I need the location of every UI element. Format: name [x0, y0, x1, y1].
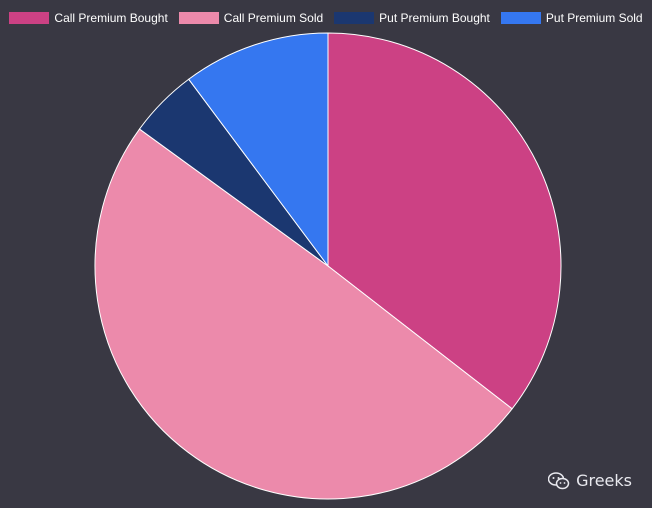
pie-slice-4[interactable]	[187, 32, 329, 268]
legend-label: Call Premium Sold	[223, 11, 324, 25]
legend-item[interactable]: Put Premium Sold	[500, 11, 643, 25]
legend-swatch	[9, 12, 50, 24]
pie-slice-2[interactable]	[94, 128, 513, 500]
legend-item[interactable]: Call Premium Sold	[178, 11, 324, 25]
legend-item[interactable]: Call Premium Bought	[9, 11, 168, 25]
legend-swatch	[334, 12, 375, 24]
legend-label: Put Premium Sold	[545, 11, 643, 25]
legend-swatch	[178, 12, 219, 24]
legend-swatch	[500, 12, 541, 24]
legend: Call Premium Bought Call Premium Sold Put …	[0, 8, 652, 28]
watermark: Greeks	[548, 471, 632, 490]
legend-item[interactable]: Put Premium Bought	[334, 11, 490, 25]
watermark-label: Greeks	[576, 471, 632, 490]
legend-label: Call Premium Bought	[54, 11, 168, 25]
wechat-icon	[548, 471, 570, 489]
pie-slice-1[interactable]	[327, 32, 562, 410]
legend-label: Put Premium Bought	[379, 11, 490, 25]
